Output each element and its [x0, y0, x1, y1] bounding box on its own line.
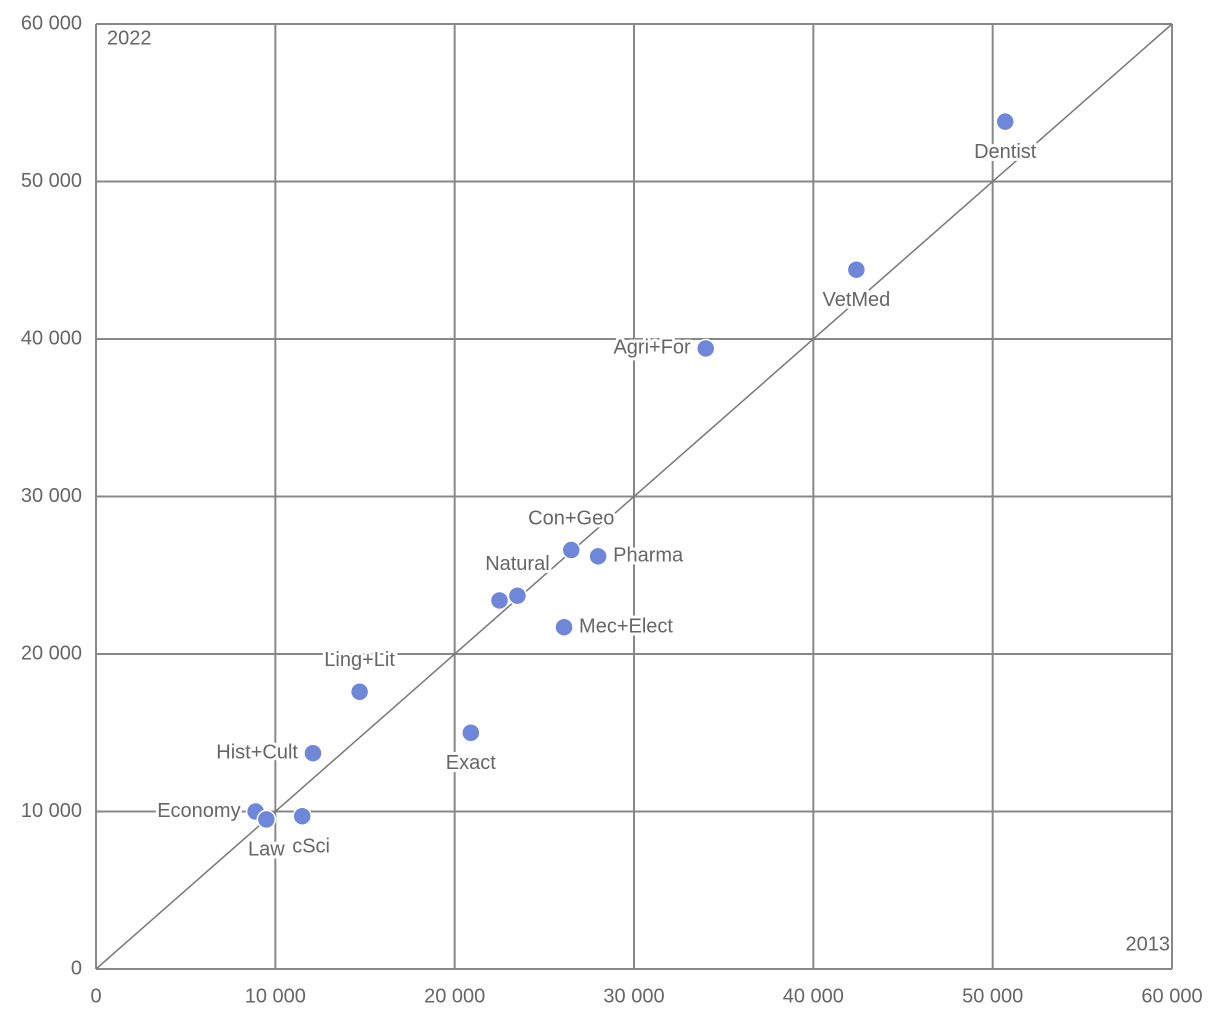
- point-label: Hist+Cult: [216, 742, 298, 764]
- y-tick-label: 60 000: [21, 12, 82, 34]
- y-tick-label: 30 000: [21, 485, 82, 507]
- point: [303, 743, 323, 763]
- point: [588, 546, 608, 567]
- x-tick-label: 20 000: [424, 985, 485, 1007]
- point-label: Con+Geo: [528, 507, 614, 529]
- point: [554, 617, 574, 637]
- y-axis-label: 2022: [107, 27, 152, 49]
- point: [489, 590, 510, 611]
- point-label: Agri+For: [613, 337, 691, 359]
- point: [292, 806, 312, 826]
- y-tick-label: 20 000: [21, 642, 82, 664]
- x-tick-label: 60 000: [1141, 985, 1202, 1007]
- point: [507, 585, 528, 606]
- point-label: Ling+Lit: [324, 649, 395, 671]
- y-tick-label: 40 000: [21, 327, 82, 349]
- point-label: Exact: [446, 752, 496, 774]
- x-axis-label: 2013: [1126, 933, 1171, 955]
- x-tick-label: 50 000: [962, 985, 1023, 1007]
- point: [461, 723, 481, 743]
- point: [349, 682, 370, 702]
- diagonal-line: [95, 23, 1173, 970]
- point: [995, 111, 1015, 132]
- y-tick-label: 0: [71, 957, 82, 979]
- x-tick-label: 0: [90, 985, 101, 1007]
- point-label: Mec+Elect: [579, 616, 673, 638]
- y-tick-label: 50 000: [21, 170, 82, 192]
- point-label: Law: [248, 839, 285, 861]
- point-label: Pharma: [613, 545, 684, 567]
- y-tick-label: 10 000: [21, 800, 82, 822]
- point: [256, 809, 277, 830]
- point: [695, 338, 716, 359]
- point-label: Economy: [157, 800, 240, 822]
- x-tick-label: 10 000: [245, 985, 306, 1007]
- point-label: Natural: [485, 553, 549, 575]
- point: [846, 259, 867, 280]
- point-label: cSci: [292, 836, 330, 858]
- point-label: VetMed: [822, 289, 890, 311]
- point-label: Dentist: [974, 141, 1037, 163]
- point: [561, 540, 581, 560]
- x-tick-label: 40 000: [783, 985, 844, 1007]
- x-tick-label: 30 000: [603, 985, 664, 1007]
